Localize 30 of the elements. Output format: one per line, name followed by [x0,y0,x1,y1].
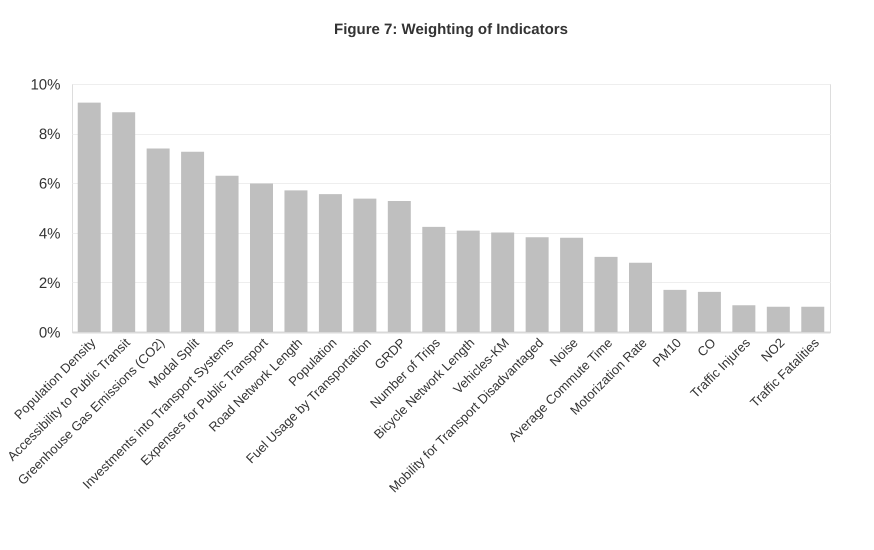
y-tick-label: 8% [38,126,60,144]
y-tick-label: 10% [30,76,60,94]
bar [78,102,101,332]
bar [388,201,411,332]
bar [766,306,790,332]
bar [353,198,376,332]
y-tick-label: 4% [38,225,60,242]
bar [732,305,756,332]
bar [526,237,549,332]
y-tick-label: 2% [38,274,60,292]
bar [146,148,170,332]
bar [663,290,686,332]
bar [422,226,446,332]
y-tick-label: 0% [38,324,60,342]
bar [216,176,239,332]
bar [698,292,721,332]
bar [250,183,273,332]
bar [629,262,652,332]
bar [318,194,342,332]
bar [112,112,136,332]
bar [560,238,584,332]
chart-title: Figure 7: Weighting of Indicators [334,21,568,38]
bar [284,190,308,332]
bar [491,232,514,332]
bar [181,152,204,332]
bar [456,230,480,332]
y-tick-label: 6% [38,176,60,193]
x-tick-label: CO [694,335,719,360]
bar [594,256,618,332]
bar [801,306,824,332]
